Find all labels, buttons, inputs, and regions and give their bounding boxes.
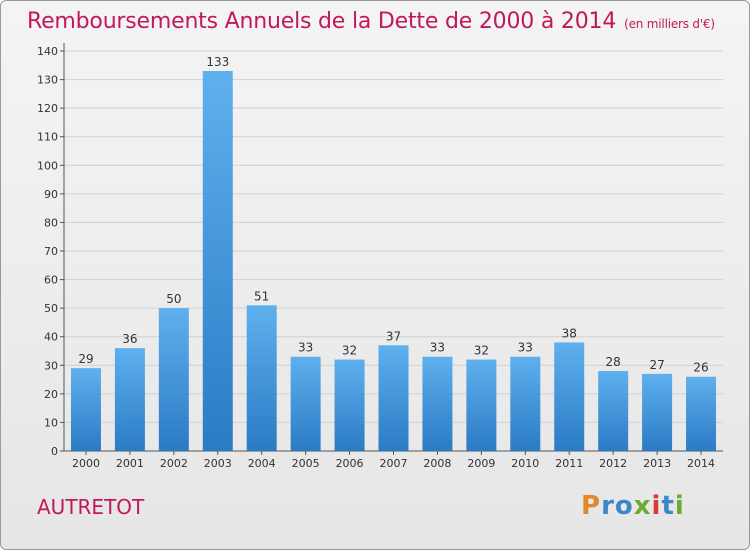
y-tick-label: 20 xyxy=(44,388,58,401)
bar-2006 xyxy=(334,359,365,451)
proxiti-logo: Proxiti xyxy=(581,491,685,521)
x-tick-label: 2003 xyxy=(204,457,232,470)
x-tick-label: 2009 xyxy=(467,457,495,470)
bar-2003 xyxy=(202,71,233,451)
bar-2011 xyxy=(554,342,585,451)
bar-2010 xyxy=(510,356,541,451)
value-label: 33 xyxy=(518,341,533,355)
y-tick-label: 110 xyxy=(37,131,58,144)
y-tick-label: 60 xyxy=(44,274,58,287)
x-tick-label: 2004 xyxy=(248,457,276,470)
town-name: AUTRETOT xyxy=(37,495,145,519)
y-tick-label: 120 xyxy=(37,102,58,115)
y-tick-label: 140 xyxy=(37,45,58,58)
bar-2008 xyxy=(422,356,453,451)
x-tick-label: 2000 xyxy=(72,457,100,470)
value-label: 27 xyxy=(649,358,664,372)
logo-letter: x xyxy=(633,491,652,521)
x-tick-label: 2012 xyxy=(599,457,627,470)
y-tick-label: 130 xyxy=(37,74,58,87)
logo-letter: o xyxy=(614,491,634,521)
logo-letter: r xyxy=(601,491,615,521)
bars xyxy=(70,71,717,451)
bar-2001 xyxy=(114,348,145,451)
y-tick-label: 30 xyxy=(44,359,58,372)
x-tick-label: 2011 xyxy=(555,457,583,470)
y-tick-label: 0 xyxy=(51,445,58,458)
value-label: 33 xyxy=(430,341,445,355)
value-label: 36 xyxy=(122,332,137,346)
bar-2005 xyxy=(290,356,321,451)
value-label: 32 xyxy=(342,344,357,358)
x-tick-label: 2008 xyxy=(423,457,451,470)
logo-letter: P xyxy=(581,491,602,521)
y-tick-label: 40 xyxy=(44,331,58,344)
x-tick-label: 2007 xyxy=(380,457,408,470)
bar-2000 xyxy=(70,368,101,451)
x-tick-label: 2005 xyxy=(292,457,320,470)
value-label: 133 xyxy=(206,55,229,69)
bar-2007 xyxy=(378,345,409,451)
y-tick-label: 100 xyxy=(37,159,58,172)
x-tick-label: 2010 xyxy=(511,457,539,470)
bar-2004 xyxy=(246,305,277,451)
value-label: 51 xyxy=(254,289,269,303)
value-label: 28 xyxy=(606,355,621,369)
bar-2012 xyxy=(598,371,629,451)
x-tick-label: 2001 xyxy=(116,457,144,470)
value-label: 29 xyxy=(78,352,93,366)
logo-letter: i xyxy=(674,491,685,521)
chart-title: Remboursements Annuels de la Dette de 20… xyxy=(27,9,715,34)
y-tick-label: 80 xyxy=(44,216,58,229)
bar-2013 xyxy=(642,373,673,451)
bar-2014 xyxy=(686,376,717,451)
bar-2002 xyxy=(158,308,189,451)
y-tick-label: 90 xyxy=(44,188,58,201)
value-label: 26 xyxy=(693,361,708,375)
logo-letter: i xyxy=(651,491,662,521)
value-label: 38 xyxy=(562,326,577,340)
value-label: 33 xyxy=(298,341,313,355)
x-tick-label: 2013 xyxy=(643,457,671,470)
x-tick-label: 2014 xyxy=(687,457,715,470)
x-tick-label: 2002 xyxy=(160,457,188,470)
value-label: 32 xyxy=(474,344,489,358)
value-label: 37 xyxy=(386,329,401,343)
title-unit: (en milliers d'€) xyxy=(624,17,715,31)
labels: 0 10 20 30 40 50 60 70 80 90 100 110 120 130 140 29 2000… xyxy=(37,45,715,470)
title-text: Remboursements Annuels de la Dette de 20… xyxy=(27,9,617,34)
x-tick-label: 2006 xyxy=(336,457,364,470)
value-label: 50 xyxy=(166,292,181,306)
y-tick-label: 50 xyxy=(44,302,58,315)
logo-letter: t xyxy=(661,491,675,521)
y-tick-label: 10 xyxy=(44,416,58,429)
bar-2009 xyxy=(466,359,497,451)
y-tick-label: 70 xyxy=(44,245,58,258)
